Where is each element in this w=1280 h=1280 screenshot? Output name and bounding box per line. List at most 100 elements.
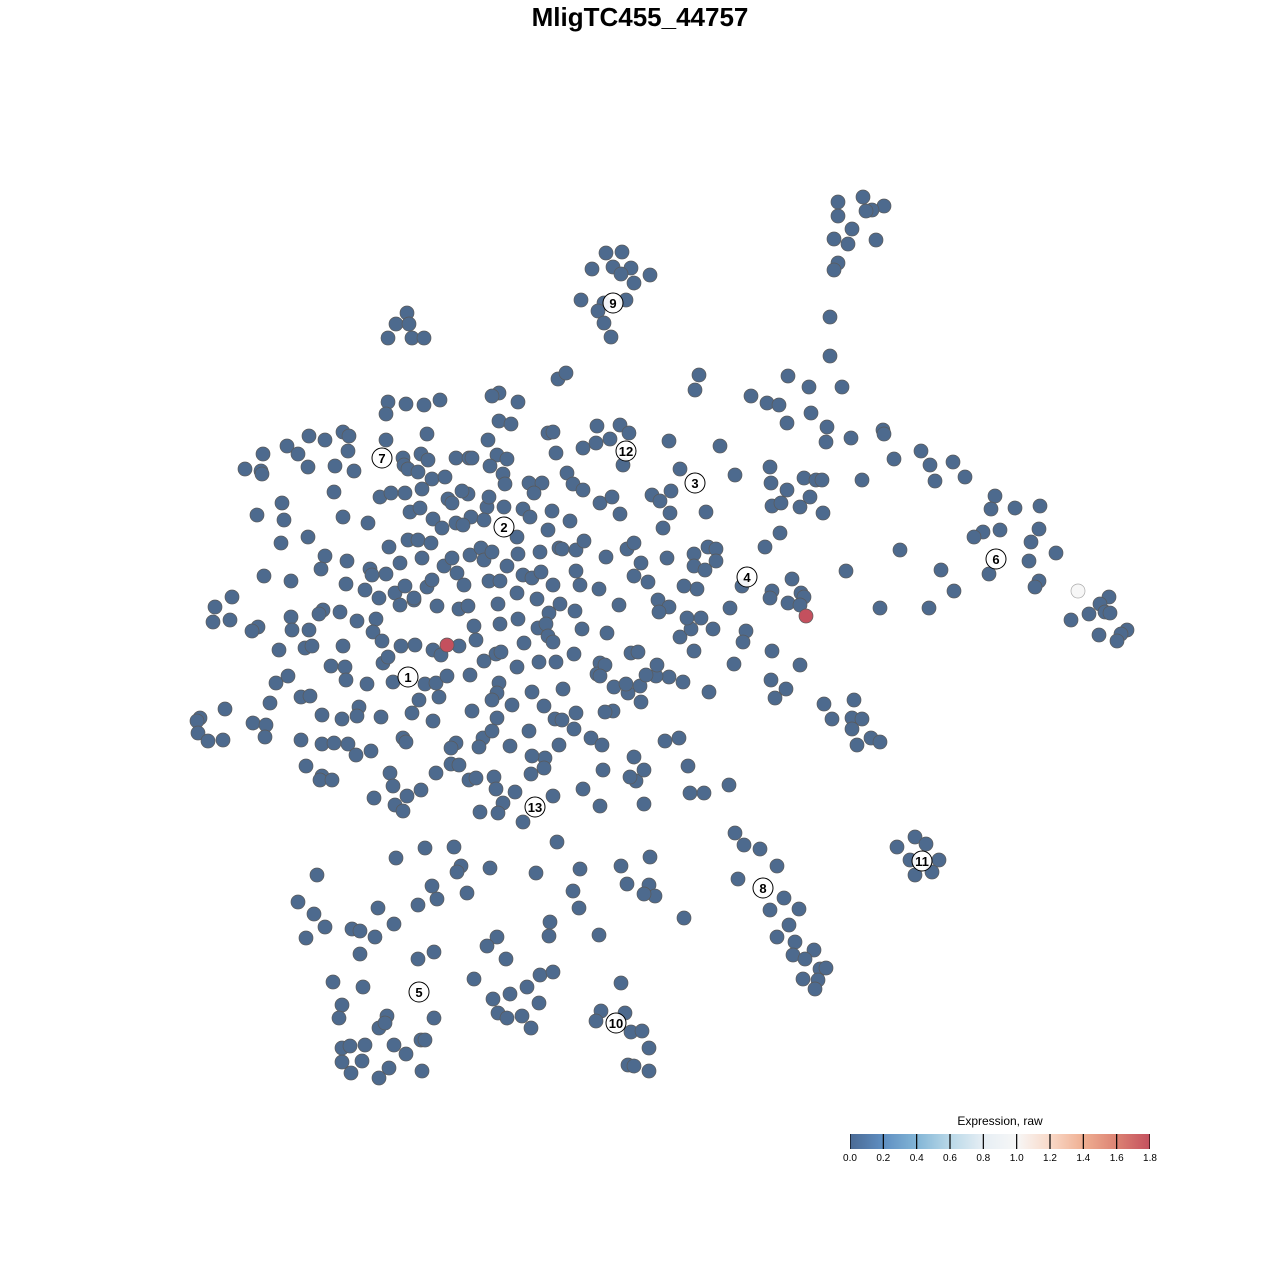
data-point bbox=[1021, 553, 1037, 569]
cluster-label-text: 8 bbox=[759, 881, 766, 896]
data-point bbox=[444, 550, 460, 566]
data-point bbox=[762, 459, 778, 475]
data-point bbox=[398, 1046, 414, 1062]
data-point bbox=[326, 484, 342, 500]
data-point bbox=[271, 642, 287, 658]
data-point bbox=[484, 544, 500, 560]
data-point bbox=[439, 637, 455, 653]
data-point bbox=[455, 517, 471, 533]
data-point bbox=[626, 749, 642, 765]
data-point bbox=[727, 825, 743, 841]
data-point bbox=[590, 303, 606, 319]
data-point bbox=[482, 458, 498, 474]
data-point bbox=[801, 379, 817, 395]
data-point bbox=[298, 930, 314, 946]
data-point bbox=[444, 495, 460, 511]
cluster-label: 10 bbox=[605, 1012, 627, 1034]
data-point bbox=[886, 451, 902, 467]
cluster-label-text: 12 bbox=[619, 444, 633, 459]
data-point bbox=[792, 499, 808, 515]
data-point bbox=[612, 506, 628, 522]
data-point bbox=[349, 708, 365, 724]
data-point bbox=[205, 614, 221, 630]
data-point bbox=[365, 624, 381, 640]
data-point bbox=[342, 1038, 358, 1054]
data-point bbox=[855, 189, 871, 205]
data-point bbox=[1048, 545, 1064, 561]
data-point bbox=[844, 221, 860, 237]
data-point bbox=[419, 426, 435, 442]
data-point bbox=[907, 829, 923, 845]
data-point bbox=[568, 563, 584, 579]
data-point bbox=[1031, 521, 1047, 537]
data-point bbox=[429, 891, 445, 907]
data-point bbox=[575, 781, 591, 797]
data-point bbox=[383, 485, 399, 501]
data-point bbox=[290, 446, 306, 462]
legend-tick-marks bbox=[850, 1134, 1150, 1149]
cluster-label-text: 4 bbox=[743, 570, 751, 585]
data-point bbox=[476, 512, 492, 528]
data-point bbox=[691, 367, 707, 383]
data-point bbox=[502, 986, 518, 1002]
cluster-label-badge bbox=[602, 292, 624, 314]
data-point bbox=[414, 550, 430, 566]
data-point bbox=[933, 562, 949, 578]
data-point bbox=[217, 701, 233, 717]
cluster-label-text: 7 bbox=[378, 451, 385, 466]
data-point bbox=[602, 431, 618, 447]
data-point bbox=[531, 654, 547, 670]
data-point bbox=[497, 476, 513, 492]
data-point bbox=[840, 236, 856, 252]
data-point bbox=[858, 203, 874, 219]
data-point bbox=[966, 529, 982, 545]
data-point bbox=[815, 505, 831, 521]
data-point bbox=[280, 668, 296, 684]
data-point bbox=[371, 1070, 387, 1086]
data-point bbox=[727, 467, 743, 483]
data-point bbox=[957, 469, 973, 485]
data-point bbox=[516, 635, 532, 651]
data-point bbox=[722, 600, 738, 616]
data-point bbox=[759, 395, 775, 411]
data-point bbox=[493, 644, 509, 660]
data-point bbox=[386, 1037, 402, 1053]
data-point bbox=[523, 1020, 539, 1036]
data-point bbox=[466, 618, 482, 634]
data-point bbox=[276, 512, 292, 528]
cluster-label-text: 5 bbox=[415, 985, 422, 1000]
data-point bbox=[594, 737, 610, 753]
data-point bbox=[575, 440, 591, 456]
data-point bbox=[769, 929, 785, 945]
cluster-label-text: 3 bbox=[691, 476, 698, 491]
data-point bbox=[489, 929, 505, 945]
data-point bbox=[426, 1010, 442, 1026]
data-point bbox=[661, 433, 677, 449]
data-point bbox=[597, 704, 613, 720]
data-point bbox=[548, 445, 564, 461]
data-point bbox=[854, 711, 870, 727]
data-point bbox=[509, 585, 525, 601]
data-point bbox=[407, 637, 423, 653]
data-point bbox=[499, 451, 515, 467]
data-point bbox=[796, 470, 812, 486]
data-point bbox=[626, 1058, 642, 1074]
data-point bbox=[613, 975, 629, 991]
data-point bbox=[357, 582, 373, 598]
cluster-label: 4 bbox=[736, 566, 758, 588]
data-point bbox=[381, 1060, 397, 1076]
data-point bbox=[558, 365, 574, 381]
data-point bbox=[343, 1065, 359, 1081]
data-point bbox=[324, 772, 340, 788]
data-point bbox=[680, 758, 696, 774]
data-point bbox=[1109, 633, 1125, 649]
data-point bbox=[771, 397, 787, 413]
data-point bbox=[414, 481, 430, 497]
data-point bbox=[268, 675, 284, 691]
data-point bbox=[257, 729, 273, 745]
data-point bbox=[622, 769, 638, 785]
cluster-label-text: 10 bbox=[609, 1016, 623, 1031]
data-point bbox=[791, 901, 807, 917]
data-point bbox=[526, 485, 542, 501]
data-point bbox=[545, 964, 561, 980]
